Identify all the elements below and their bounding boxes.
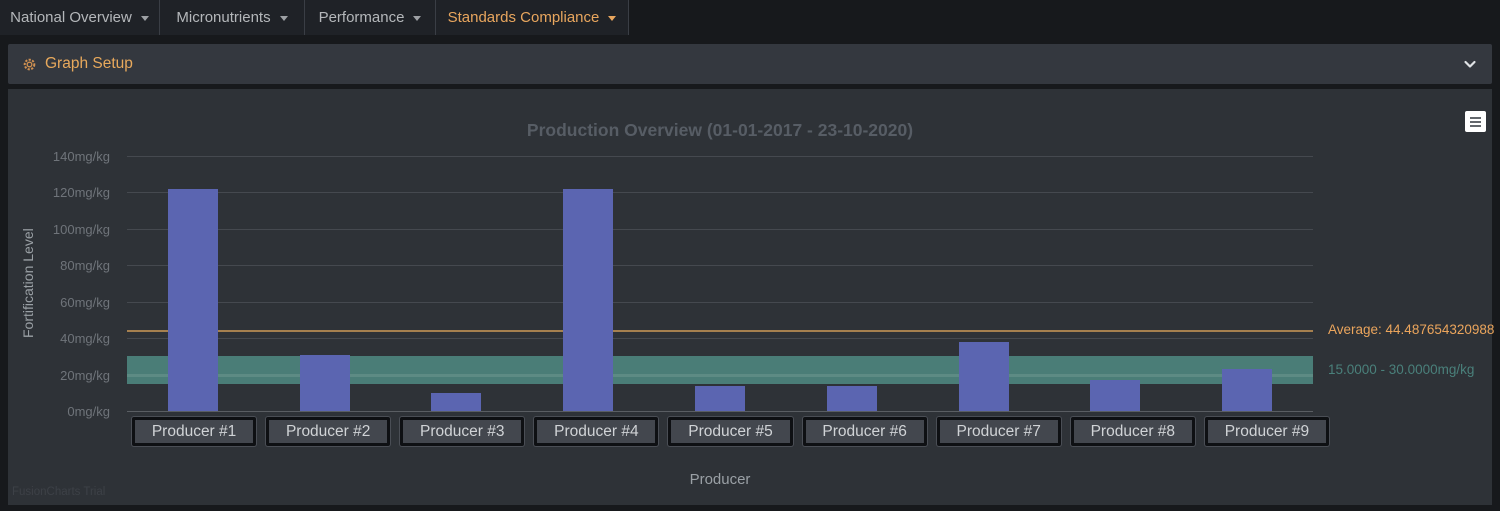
x-label-producer--8[interactable]: Producer #8 [1070, 417, 1195, 446]
hamburger-menu-icon [1470, 116, 1481, 119]
bar-producer--7[interactable] [958, 341, 1009, 411]
bar-producer--9[interactable] [1222, 369, 1273, 411]
bar-producer--8[interactable] [1090, 380, 1141, 411]
y-tick-label: 80mg/kg [60, 258, 110, 274]
tab-label: Micronutrients [176, 9, 271, 26]
tab-label: Performance [318, 9, 405, 26]
gridline [127, 229, 1313, 230]
x-label-producer--9[interactable]: Producer #9 [1204, 417, 1329, 446]
chart-panel: Production Overview (01-01-2017 - 23-10-… [8, 89, 1495, 505]
tab-national-overview[interactable]: National Overview [0, 0, 160, 35]
y-tick-label: 120mg/kg [52, 185, 110, 201]
x-label-producer--2[interactable]: Producer #2 [266, 417, 391, 446]
y-tick-label: 40mg/kg [60, 331, 110, 347]
x-label-producer--7[interactable]: Producer #7 [936, 417, 1061, 446]
bar-producer--4[interactable] [563, 188, 614, 411]
gridline [127, 265, 1313, 266]
y-tick-label: 60mg/kg [60, 294, 110, 310]
graph-setup-bar[interactable]: Graph Setup [8, 44, 1492, 84]
x-label-producer--3[interactable]: Producer #3 [400, 417, 525, 446]
chevron-down-icon [140, 16, 149, 21]
gear-icon [23, 58, 36, 70]
tab-label: Standards Compliance [447, 9, 600, 26]
y-tick-label: 0mg/kg [67, 404, 110, 419]
x-axis-labels: Producer #1 Producer #2 Producer #3 Produce… [127, 417, 1334, 448]
trendline-label: Average: 44.487654320988 [1328, 322, 1495, 337]
x-label-producer--6[interactable]: Producer #6 [802, 417, 927, 446]
gridline [127, 302, 1313, 303]
watermark: FusionCharts Trial [12, 486, 106, 498]
graph-setup-label: Graph Setup [45, 55, 133, 72]
bar-producer--5[interactable] [695, 385, 745, 411]
chevron-down-icon [1464, 60, 1476, 68]
bar-producer--3[interactable] [431, 392, 482, 411]
gridline [127, 411, 1313, 412]
band-gridline-stripe [127, 373, 1313, 377]
x-label-producer--1[interactable]: Producer #1 [132, 417, 257, 446]
chart-title: Production Overview (01-01-2017 - 23-10-… [526, 120, 914, 140]
y-tick-label: 20mg/kg [60, 367, 110, 383]
gridline [127, 192, 1313, 193]
chevron-down-icon [279, 16, 288, 21]
chevron-down-icon [608, 16, 617, 21]
bar-producer--2[interactable] [299, 354, 350, 411]
gridline [127, 338, 1313, 339]
x-axis-title: Producer [689, 471, 751, 488]
top-tab-bar: National Overview Micronutrients Performan… [0, 0, 629, 35]
hamburger-menu-icon [1470, 124, 1481, 127]
hamburger-menu-icon [1470, 120, 1481, 123]
plot-area [127, 156, 1313, 412]
bar-producer--1[interactable] [167, 188, 218, 411]
gridline [127, 156, 1313, 157]
export-menu-button[interactable] [1465, 111, 1486, 132]
tab-performance[interactable]: Performance [305, 0, 436, 35]
y-tick-label: 100mg/kg [52, 221, 110, 237]
bar-producer--6[interactable] [826, 385, 877, 411]
collapse-button[interactable] [1462, 56, 1478, 72]
average-trendline [127, 330, 1313, 332]
y-tick-label: 140mg/kg [52, 149, 110, 164]
tab-micronutrients[interactable]: Micronutrients [160, 0, 305, 35]
tab-standards-compliance[interactable]: Standards Compliance [436, 0, 629, 35]
chevron-down-icon [413, 16, 422, 21]
x-label-producer--5[interactable]: Producer #5 [668, 417, 793, 446]
tab-label: National Overview [10, 9, 132, 26]
band-range-label: 15.0000 - 30.0000mg/kg [1328, 362, 1475, 377]
x-label-producer--4[interactable]: Producer #4 [534, 417, 659, 446]
